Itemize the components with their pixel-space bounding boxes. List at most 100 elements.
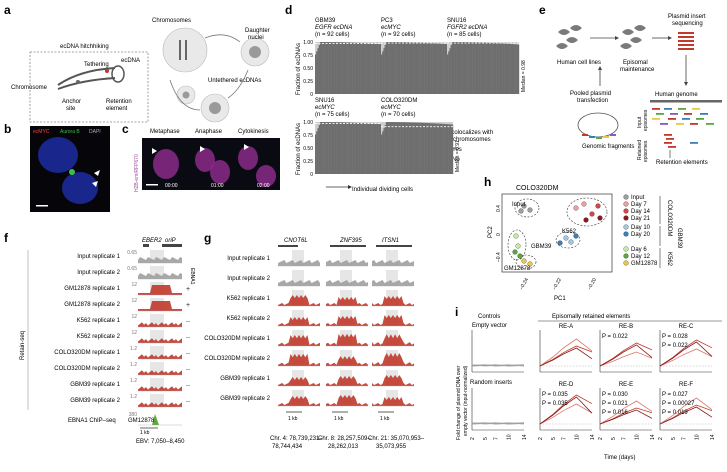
d-bar	[334, 122, 336, 174]
d-bar	[340, 122, 342, 174]
d-bar	[475, 42, 478, 94]
g-track-label: Input replicate 1	[227, 256, 270, 262]
e-plasmid-seq-1: Plasmid insert	[668, 14, 706, 20]
g-track-label: COLO320DM replicate 2	[204, 356, 270, 362]
d-subplot-name: GBM39	[315, 18, 336, 24]
d-bar	[441, 123, 443, 174]
d-bar	[315, 134, 317, 174]
d-bar	[487, 42, 490, 94]
h-ytick-1: 0.4	[496, 205, 502, 212]
f-track-sign: –	[186, 318, 190, 325]
d-xlabel: Individual dividing cells	[352, 187, 413, 193]
h-legend-swatch	[623, 201, 629, 207]
time-3: 02:00	[257, 183, 270, 189]
d-bar	[400, 122, 402, 174]
chromosome-strand	[57, 67, 116, 86]
h-gbm39-label: GBM39	[531, 244, 552, 250]
d-bar	[365, 123, 367, 174]
cell-cluster-icon-1	[556, 25, 582, 49]
i-series-line	[659, 406, 713, 425]
d-bar	[413, 42, 415, 94]
d-bar	[420, 122, 422, 174]
d-bar	[451, 42, 454, 94]
f-signal	[138, 273, 182, 279]
stage-anaphase: Anaphase	[195, 129, 223, 135]
h-ellipse-input	[514, 198, 540, 218]
h-legend-swatch	[623, 215, 629, 221]
stage-cytokinesis: Cytokinesis	[238, 129, 269, 135]
d-bar	[412, 42, 414, 94]
d-bar	[394, 122, 396, 174]
panel-a-letter: a	[4, 3, 11, 17]
d-bar	[507, 43, 509, 94]
daughter-nucleus-2	[209, 102, 221, 114]
e-episomal-1: Episomal	[623, 60, 648, 66]
legend-aurora: Aurora B	[60, 129, 80, 135]
d-bar	[432, 123, 434, 174]
f-gene-eber2: EBER2	[142, 238, 162, 244]
i-xtick: 10	[506, 434, 512, 440]
input-reads	[652, 108, 714, 125]
d-subplot-n: (n = 75 cells)	[315, 112, 350, 118]
i-ylabel-2: empty vector (input-normalized)	[463, 365, 469, 436]
i-series-line	[659, 341, 713, 367]
d-bar	[381, 134, 383, 174]
chromosome-label: Chromosome	[11, 85, 48, 91]
panel-b: b ecMYC Aurora B DAPI	[4, 122, 110, 212]
e-retained-ep-2: episomes	[643, 140, 649, 162]
i-pvalue: P = 0.035	[542, 392, 568, 398]
i-xtick: 14	[650, 434, 656, 440]
g-signal	[372, 315, 414, 326]
d-bar	[315, 54, 317, 94]
d-bar	[484, 42, 486, 94]
g-track-8: GBM39 replicate 2	[220, 390, 414, 407]
h-ellipse-k562	[555, 231, 581, 249]
d-bar	[376, 43, 378, 94]
h-xtick-3: –0.20	[587, 277, 599, 291]
g-signal	[326, 316, 368, 326]
d-bar	[408, 42, 410, 94]
d-ytick-label: 0.25	[303, 159, 313, 165]
d-bar	[384, 45, 386, 94]
f-track-scale: 1.2	[130, 362, 137, 368]
i-pvalue: P = 0.00027	[662, 401, 695, 407]
d-bar	[333, 122, 335, 174]
i-re-label: RE-D	[559, 382, 574, 388]
d-bar	[435, 123, 437, 174]
d-ylabel-bottom: Fraction of ecDNAs	[296, 123, 302, 175]
d-bar	[369, 123, 371, 174]
e-genome: Human genome	[655, 92, 698, 98]
i-empty-vector	[471, 330, 525, 373]
d-bar	[322, 122, 324, 174]
d-bar	[372, 123, 374, 174]
h-point	[595, 203, 601, 209]
h-point	[589, 211, 595, 217]
d-bar	[389, 122, 391, 174]
i-xtick: 10	[634, 434, 640, 440]
d-bar	[317, 48, 319, 94]
g-signal	[372, 353, 414, 366]
arrowheads-b	[92, 170, 100, 187]
d-ytick-label: 1.00	[303, 40, 313, 46]
plasmid-circle	[577, 112, 619, 138]
f-track-2: Input replicate 2 0.65	[77, 266, 182, 280]
d-bar	[430, 43, 432, 94]
e-input-ep-1: Input	[637, 116, 643, 128]
f-track-sign: –	[186, 334, 190, 341]
h-point	[581, 201, 587, 207]
d-legend-yes: Yes	[452, 147, 462, 153]
d-bar	[382, 131, 384, 174]
arrow-3	[169, 79, 201, 111]
d-bar	[383, 48, 385, 94]
d-bar	[366, 43, 368, 94]
panel-e-letter: e	[539, 3, 546, 17]
d-bar	[412, 122, 414, 174]
g-coord-3b: 35,073,955	[376, 444, 407, 450]
d-bar	[361, 43, 364, 94]
d-bar	[409, 42, 412, 94]
d-bar	[359, 122, 361, 174]
d-bar	[336, 42, 338, 94]
g-scale-label-3: 1 kb	[380, 416, 390, 422]
